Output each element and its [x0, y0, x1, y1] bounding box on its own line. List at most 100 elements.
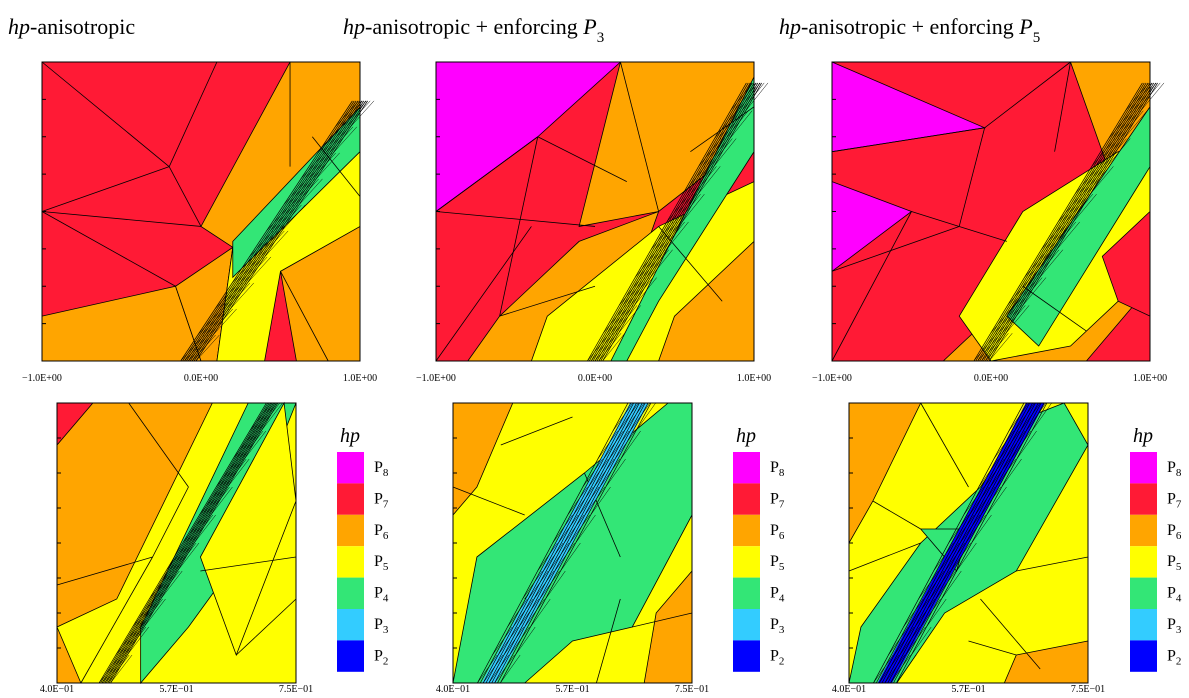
mesh-edge: [698, 138, 722, 167]
legend-label: P2: [374, 647, 388, 667]
mesh-edge: [1129, 82, 1153, 111]
mesh-edge: [41, 211, 202, 227]
mesh-edge: [666, 194, 690, 223]
mesh-edge: [528, 570, 549, 600]
mesh-edge: [980, 598, 1041, 670]
mesh-edge: [499, 285, 596, 317]
legend-label: P5: [374, 553, 389, 573]
mesh-edge: [545, 570, 566, 600]
mesh-edge: [226, 282, 251, 310]
mesh-edge: [954, 514, 975, 544]
mesh-edge: [920, 598, 941, 628]
mesh-edge: [325, 126, 350, 154]
mesh-edge: [893, 402, 1045, 684]
mesh-edge: [650, 221, 674, 250]
mesh-edge: [618, 402, 639, 432]
mesh-edge: [1005, 305, 1030, 334]
mesh-edge: [690, 166, 713, 195]
mesh-edge: [1052, 221, 1077, 250]
mesh-edge: [988, 333, 1013, 362]
mesh-edge: [725, 110, 749, 139]
legend-swatch: [733, 514, 760, 547]
mesh-edge: [1024, 249, 1048, 278]
legend-sub: 3: [779, 624, 785, 636]
mesh-edge: [1031, 249, 1056, 278]
legend-label: P3: [770, 616, 785, 636]
legend-base: P: [1167, 616, 1176, 633]
mesh-edge: [222, 282, 247, 310]
mesh-edge: [632, 612, 693, 628]
panel-title: hp-anisotropic: [8, 14, 135, 39]
mesh-edge: [709, 138, 733, 167]
mesh-edge: [887, 402, 1039, 684]
mesh-edge: [612, 402, 633, 432]
legend-base: P: [1167, 490, 1176, 507]
mesh-edge: [1061, 193, 1086, 223]
mesh-edge: [950, 542, 971, 572]
mesh-edge: [513, 598, 534, 628]
x-tick-label: 7.5E−01: [1071, 684, 1105, 695]
mesh-edge: [201, 308, 226, 336]
x-tick-label: −1.0E+00: [22, 373, 62, 384]
mesh-edge: [588, 458, 609, 488]
mesh-edge: [624, 402, 645, 432]
mesh-edge: [128, 402, 189, 488]
mesh-edge: [662, 221, 685, 250]
mesh-edge: [247, 256, 272, 284]
mesh-edge: [638, 249, 662, 278]
legend-sub: 8: [779, 467, 785, 479]
legend-swatch: [733, 609, 760, 641]
legend-swatch: [337, 609, 364, 641]
mesh-edge: [494, 654, 515, 684]
mesh-edge: [317, 126, 342, 154]
mesh: [848, 402, 1089, 684]
mesh-edge: [948, 514, 969, 544]
legend-sub: 4: [779, 593, 785, 605]
mesh-edge: [978, 458, 999, 488]
mesh-edge: [277, 204, 302, 232]
mesh-edge: [554, 542, 575, 572]
mesh: [831, 61, 1165, 362]
mesh-edge: [1014, 277, 1039, 306]
legend-base: P: [770, 490, 779, 507]
mesh-edge: [875, 402, 1028, 684]
x-tick-label: −1.0E+00: [416, 373, 456, 384]
legend-title: hp: [736, 425, 756, 447]
mesh-edge: [1078, 166, 1103, 195]
mesh-edge: [1090, 166, 1114, 195]
legend-swatch: [1130, 640, 1157, 672]
mesh-edge: [986, 486, 1007, 516]
legend-sub: 6: [779, 530, 785, 542]
mesh-edge: [214, 282, 239, 310]
mesh-edge: [713, 138, 737, 167]
mesh-edge: [188, 334, 212, 362]
mesh-edge: [1025, 402, 1047, 432]
legend-sub: 3: [1176, 624, 1182, 636]
legend-base: P: [1167, 585, 1176, 602]
mesh-edge: [1108, 110, 1133, 139]
mesh-edge: [304, 152, 329, 180]
mesh-edge: [1095, 138, 1120, 167]
mesh-edge: [584, 486, 605, 516]
mesh-edge: [973, 333, 998, 362]
mesh-edge: [515, 626, 536, 656]
legend-swatch: [733, 577, 760, 609]
mesh-edge: [103, 402, 271, 684]
legend-label: P6: [770, 522, 785, 542]
mesh-edge: [622, 277, 646, 306]
mesh-edge: [1116, 110, 1140, 139]
legend-sub: 6: [383, 530, 389, 542]
title-part: -anisotropic: [30, 14, 135, 39]
mesh-edge: [182, 100, 355, 362]
mesh-edge: [507, 598, 528, 628]
mesh-edge: [1140, 82, 1165, 111]
mesh-edge: [988, 82, 1158, 362]
mesh-edge: [959, 514, 981, 544]
mesh-edge: [482, 654, 504, 684]
mesh-edge: [1001, 458, 1022, 488]
legend-base: P: [374, 616, 383, 633]
x-tick-label: 0.0E+00: [578, 373, 612, 384]
mesh-edge: [990, 458, 1011, 488]
mesh-edge: [539, 570, 560, 600]
legend-swatch: [733, 546, 760, 578]
